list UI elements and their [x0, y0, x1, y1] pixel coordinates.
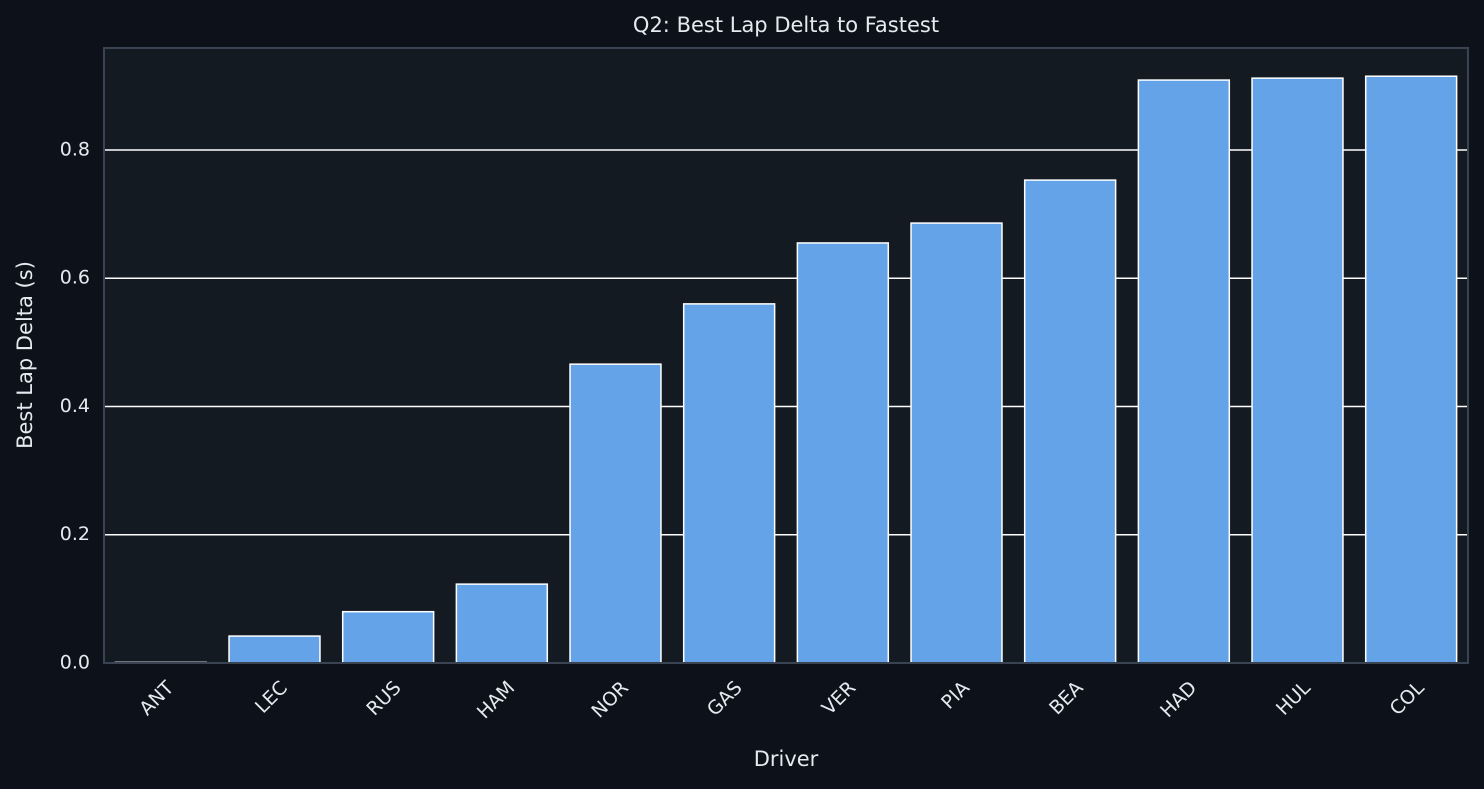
bar — [910, 222, 1003, 664]
y-tick-label: 0.2 — [60, 523, 90, 545]
bar — [1137, 79, 1231, 664]
y-tick-label: 0.4 — [60, 395, 90, 417]
bar — [1364, 75, 1458, 664]
bar — [796, 242, 890, 664]
plot-border — [103, 47, 1469, 664]
bar — [1251, 77, 1344, 664]
bar — [1023, 179, 1117, 664]
x-axis-label: Driver — [754, 747, 819, 771]
bar — [341, 610, 435, 664]
bar — [682, 303, 776, 664]
y-tick-label: 0.6 — [60, 267, 90, 289]
chart-title: Q2: Best Lap Delta to Fastest — [633, 13, 939, 37]
y-tick-label: 0.8 — [60, 138, 90, 160]
bar — [569, 363, 662, 664]
bar — [228, 635, 321, 664]
y-axis-label: Best Lap Delta (s) — [13, 261, 37, 449]
y-tick-label: 0.0 — [60, 652, 90, 674]
bar — [455, 583, 549, 664]
